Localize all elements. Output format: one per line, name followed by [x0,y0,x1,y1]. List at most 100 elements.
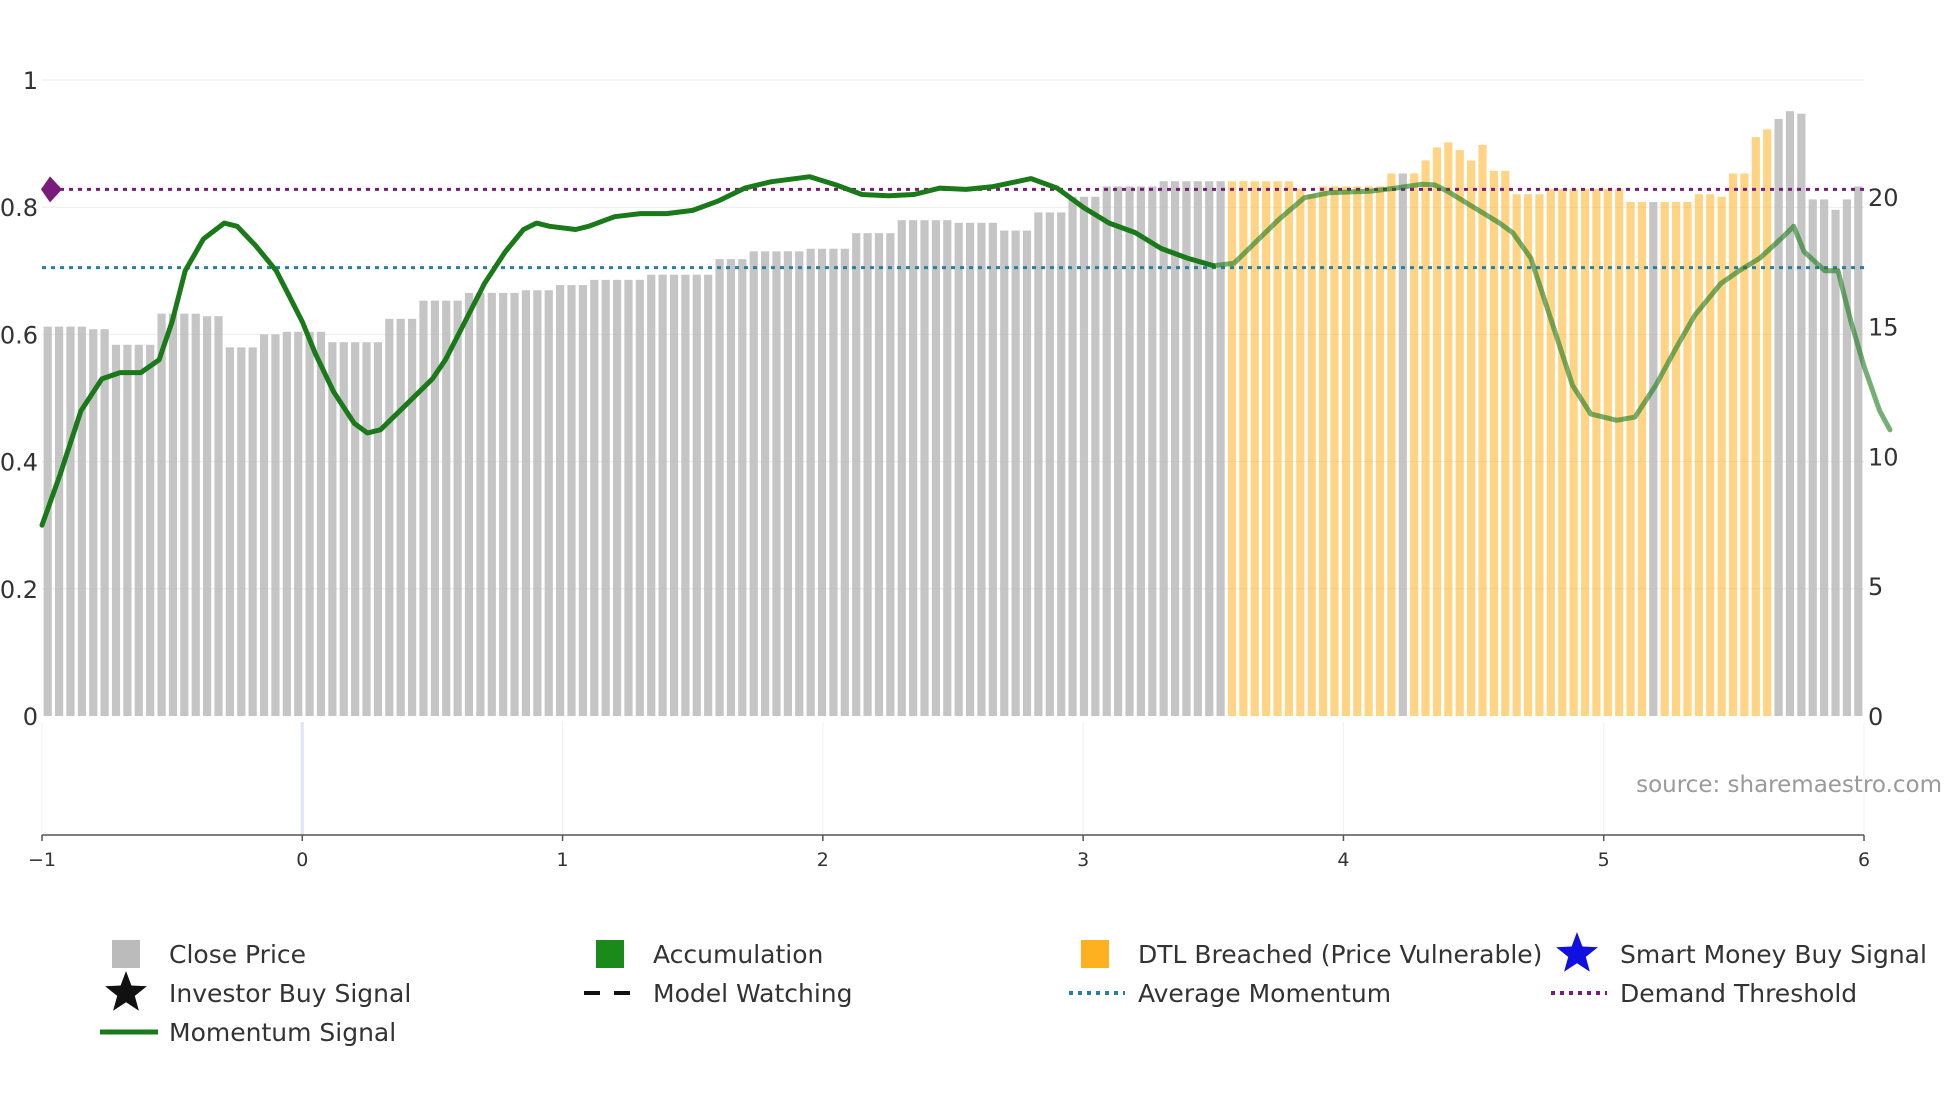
bar-103 [1216,181,1225,717]
y-right-tick-3: 15 [1868,314,1899,342]
bar-110 [1296,189,1305,716]
bar-2 [66,326,75,716]
bar-107 [1262,181,1271,717]
bar-69 [829,248,838,717]
bar-140 [1637,202,1647,716]
bar-158 [1842,199,1852,716]
bar-141 [1649,202,1658,716]
x-tick-4: 3 [1077,849,1089,871]
bar-8 [134,344,143,716]
bar-139 [1626,202,1635,716]
bar-96 [1136,186,1145,716]
bar-93 [1102,186,1111,716]
bar-84 [1000,230,1009,716]
bar-157 [1831,209,1840,717]
bar-62 [749,251,758,716]
bar-51 [624,279,633,716]
bar-42 [521,290,531,716]
bar-5 [100,329,109,716]
bar-77 [920,220,929,716]
bar-13 [191,313,200,716]
bar-138 [1615,189,1624,716]
bar-120 [1410,173,1419,716]
bar-38 [476,292,485,716]
bar-20 [271,334,280,716]
bar-106 [1250,181,1259,717]
legend-swatch-dtl [1081,940,1109,968]
bar-152 [1774,118,1783,716]
bar-79 [943,220,952,716]
y-right-tick-2: 10 [1868,443,1899,471]
bar-73 [874,233,884,716]
bar-119 [1398,173,1407,716]
y-right-tick-1: 5 [1868,573,1883,601]
y-left-tick-3: 0.6 [0,321,38,349]
grid-layer [41,79,1865,835]
y-left-tick-1: 0.2 [0,576,38,604]
bar-30 [385,318,394,716]
bar-70 [840,248,849,717]
bar-43 [533,290,542,716]
bar-33 [419,300,428,716]
x-tick-6: 5 [1598,849,1610,871]
bar-134 [1569,189,1578,716]
bar-74 [886,233,895,716]
bar-63 [761,251,770,716]
legend-item-smart_money: Smart Money Buy Signal [1556,932,1927,972]
bar-129 [1512,194,1521,717]
bar-60 [726,259,736,716]
bars-layer [43,111,1863,717]
bar-159 [1854,186,1863,716]
bar-71 [852,233,861,716]
legend-star-smart_money [1556,932,1598,972]
bar-10 [157,313,166,716]
legend-item-dtl: DTL Breached (Price Vulnerable) [1081,940,1542,969]
legend-swatch-close_price [112,940,140,968]
bar-27 [351,342,360,716]
bar-53 [647,274,656,716]
bar-142 [1660,202,1669,716]
legend-label-smart_money: Smart Money Buy Signal [1620,940,1927,969]
lines-layer [39,174,1893,528]
bar-47 [578,285,588,716]
bar-11 [168,313,178,716]
bar-82 [977,222,986,716]
bar-133 [1558,189,1567,716]
bar-6 [111,344,121,716]
source-label: source: sharemaestro.com [1636,772,1942,798]
bar-35 [442,300,451,716]
bar-100 [1182,181,1191,717]
bar-151 [1763,129,1772,716]
bar-61 [738,259,747,716]
bar-90 [1068,196,1077,716]
legend-item-model_watching: Model Watching [584,979,853,1008]
bar-18 [248,347,257,716]
legend-label-accumulation: Accumulation [653,940,823,969]
bar-118 [1387,173,1396,716]
y-left-tick-4: 0.8 [0,194,38,222]
bar-147 [1717,196,1726,716]
bar-41 [510,292,519,716]
bar-88 [1045,212,1054,716]
bar-85 [1011,230,1020,716]
legend-item-momentum_signal: Momentum Signal [100,1018,396,1047]
bar-124 [1455,150,1464,717]
bar-25 [328,342,337,716]
bar-23 [305,331,314,716]
legend-star-investor_buy [105,971,147,1011]
bar-7 [123,344,132,716]
bar-19 [259,334,269,716]
legend-label-close_price: Close Price [169,940,306,969]
bar-34 [430,300,439,716]
bar-67 [806,248,815,717]
legend-label-model_watching: Model Watching [653,979,853,1008]
bar-65 [783,251,792,716]
bar-72 [863,233,872,716]
bar-148 [1728,173,1738,716]
bar-1 [54,326,64,716]
bar-36 [453,300,462,716]
bar-17 [237,347,246,716]
bar-66 [795,251,804,716]
bar-80 [954,222,963,716]
